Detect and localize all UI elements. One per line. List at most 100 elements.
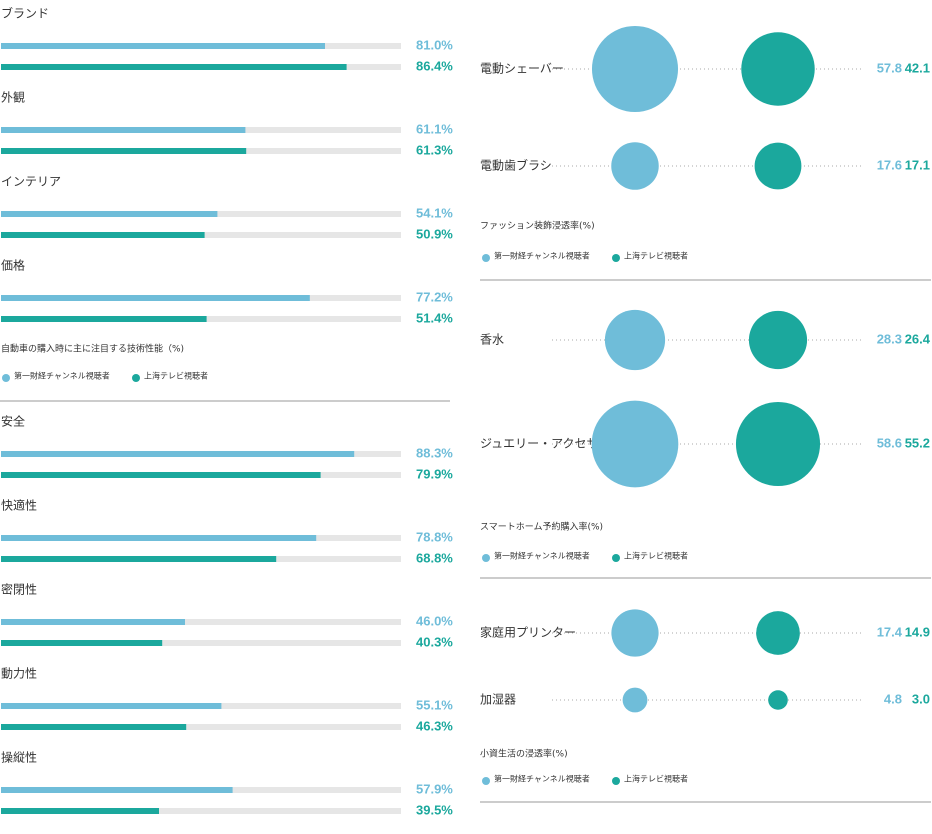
bar-track (1, 808, 401, 814)
legend-label: 第一財経チャンネル視聴者 (494, 251, 590, 261)
value-label: 81.0% (416, 37, 453, 52)
bar (1, 43, 325, 49)
chart-title: ファッション装飾浸透率(%) (480, 220, 595, 232)
value-label: 17.4 (877, 624, 903, 639)
legend-marker (132, 374, 140, 382)
value-label: 28.3 (877, 331, 902, 346)
category-label: 家庭用プリンター (480, 625, 576, 640)
value-label: 39.5% (416, 802, 453, 817)
legend-label: 第一財経チャンネル視聴者 (494, 774, 590, 784)
legend-label: 上海テレビ視聴者 (624, 251, 688, 261)
bar (1, 316, 207, 322)
bar (1, 295, 310, 301)
value-label: 61.3% (416, 142, 453, 157)
legend-marker (482, 554, 490, 562)
legend-label: 上海テレビ視聴者 (624, 551, 688, 561)
bubble (622, 687, 648, 713)
category-label: ジュエリー・アクセサリー (480, 437, 623, 451)
value-label: 55.2 (905, 435, 930, 450)
value-label: 40.3% (416, 634, 453, 649)
bubble (591, 25, 679, 113)
value-label: 86.4% (416, 58, 453, 73)
category-label: 安全 (1, 414, 25, 429)
value-label: 54.1% (416, 205, 453, 220)
value-label: 88.3% (416, 445, 453, 460)
bubble (611, 142, 659, 190)
category-label: 価格 (1, 258, 25, 273)
value-label: 78.8% (416, 529, 453, 544)
legend-marker (612, 554, 620, 562)
bar-track (1, 619, 401, 625)
legend-label: 上海テレビ視聴者 (144, 371, 208, 381)
bubble (604, 309, 666, 371)
bar (1, 148, 247, 154)
bar (1, 619, 185, 625)
category-label: 電動シェーバー (480, 62, 564, 76)
bar (1, 64, 347, 70)
chart-title: スマートホーム予約購入率(%) (480, 521, 603, 533)
value-label: 46.3% (416, 718, 453, 733)
chart-title: 小資生活の浸透率(%) (480, 748, 568, 760)
bar (1, 232, 205, 238)
legend-marker (482, 254, 490, 262)
bar (1, 211, 218, 217)
value-label: 46.0% (416, 613, 453, 628)
bubble (768, 690, 788, 710)
legend-label: 第一財経チャンネル視聴者 (494, 551, 590, 561)
value-label: 42.1 (905, 60, 930, 75)
value-label: 4.8 (884, 691, 902, 706)
bubble (611, 609, 659, 657)
legend-marker (612, 254, 620, 262)
bubble (756, 611, 800, 655)
legend-marker (482, 777, 490, 785)
category-label: 加湿器 (480, 692, 516, 707)
bubble (748, 310, 808, 370)
bubble (741, 32, 815, 106)
category-label: 電動歯ブラシ (480, 158, 552, 173)
bar (1, 472, 321, 478)
bar (1, 808, 159, 814)
value-label: 14.9 (905, 624, 930, 639)
category-label: ブランド (1, 6, 49, 21)
value-label: 3.0 (912, 691, 930, 706)
bubble (754, 142, 802, 190)
legend-marker (612, 777, 620, 785)
bar (1, 556, 277, 562)
bar (1, 535, 317, 541)
bar (1, 703, 222, 709)
value-label: 51.4% (416, 310, 453, 325)
legend-label: 上海テレビ視聴者 (624, 774, 688, 784)
category-label: 外観 (1, 91, 25, 105)
bar-track (1, 640, 401, 646)
value-label: 68.8% (416, 550, 453, 565)
value-label: 57.8 (877, 60, 902, 75)
value-label: 79.9% (416, 466, 453, 481)
bubble (735, 401, 821, 487)
value-label: 26.4 (905, 331, 931, 346)
legend-label: 第一財経チャンネル視聴者 (14, 371, 110, 381)
category-label: 香水 (480, 333, 504, 347)
value-label: 57.9% (416, 781, 453, 796)
category-label: インテリア (1, 175, 61, 189)
category-label: 快適性 (1, 498, 37, 513)
category-label: 密閉性 (1, 582, 37, 597)
bar (1, 127, 246, 133)
bar (1, 640, 163, 646)
value-label: 50.9% (416, 226, 453, 241)
chart-title: 自動車の購入時に主に注目する技術性能（%) (1, 343, 184, 355)
value-label: 17.1 (905, 157, 930, 172)
bar-track (1, 724, 401, 730)
value-label: 58.6 (877, 435, 902, 450)
bar (1, 451, 355, 457)
bubble (591, 400, 679, 488)
bar (1, 724, 187, 730)
value-label: 55.1% (416, 697, 453, 712)
category-label: 動力性 (1, 667, 37, 681)
legend-marker (2, 374, 10, 382)
value-label: 17.6 (877, 157, 902, 172)
value-label: 77.2% (416, 289, 453, 304)
category-label: 操縦性 (1, 750, 37, 765)
bar (1, 787, 233, 793)
